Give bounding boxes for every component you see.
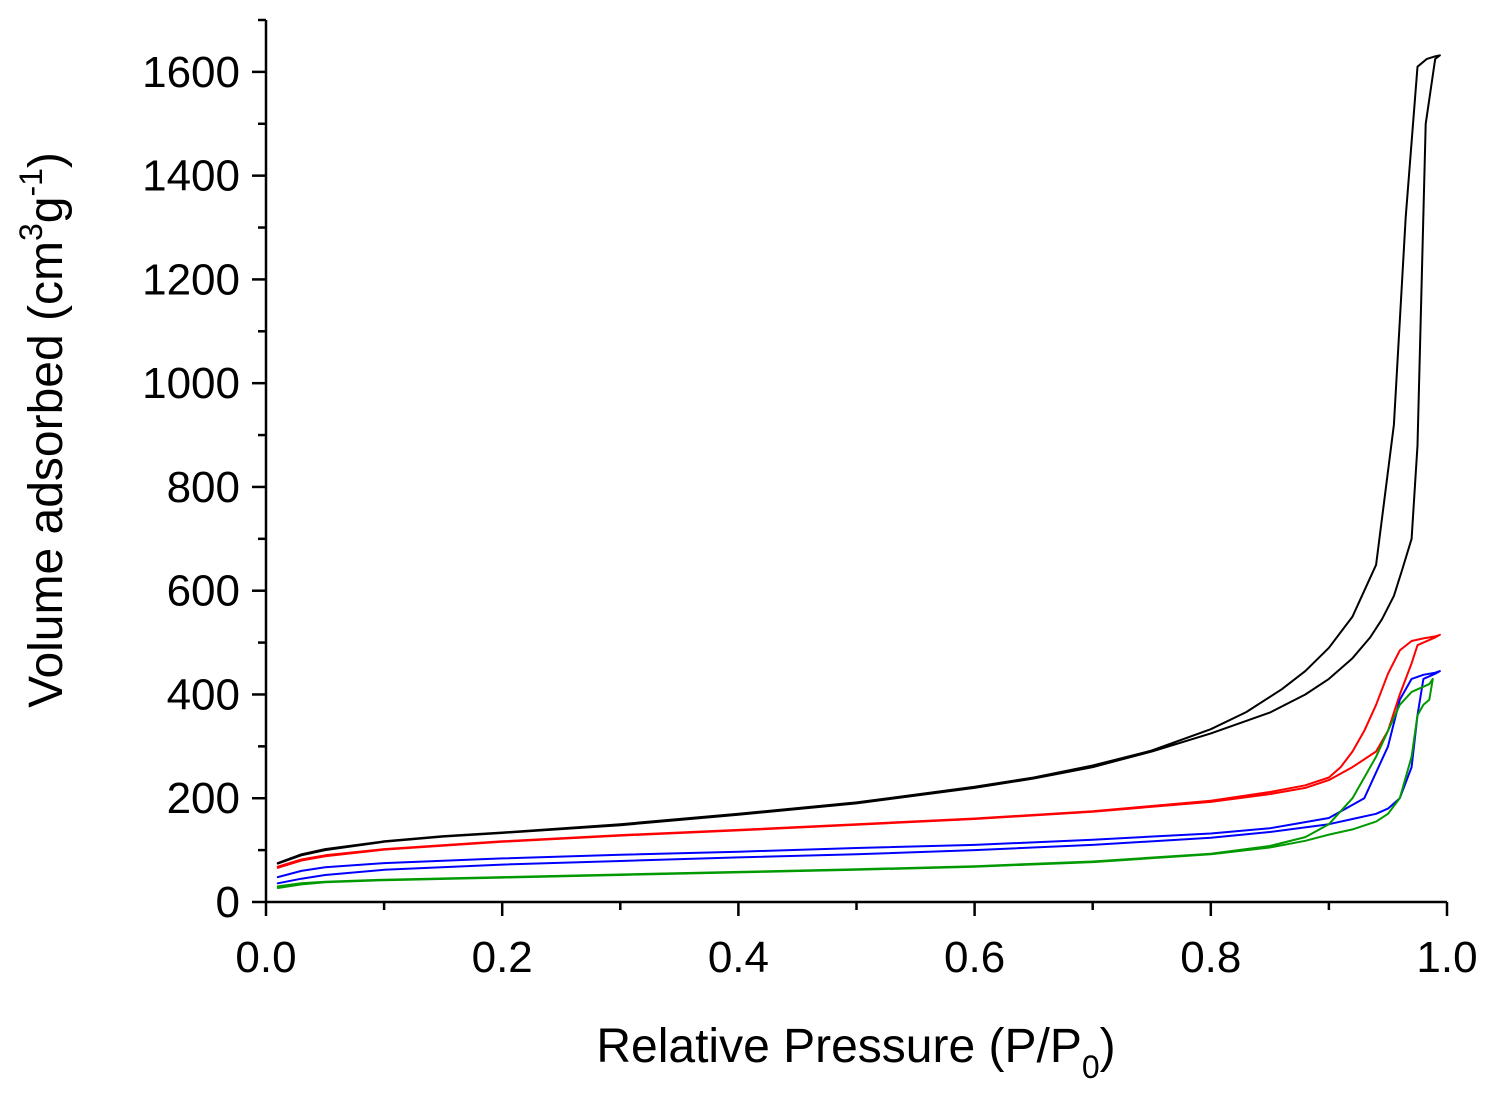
- series-group: [276, 54, 1441, 889]
- y-axis-title: Volume adsorbed (cm3g-1): [13, 152, 73, 708]
- y-tick-label: 1600: [142, 48, 240, 97]
- y-tick-label: 400: [167, 670, 240, 719]
- x-axis-title: Relative Pressure (P/P0): [596, 1020, 1115, 1085]
- axes: [252, 18, 1449, 916]
- x-tick-label: 0.8: [1180, 933, 1241, 982]
- x-tick-label: 0.4: [708, 933, 769, 982]
- x-axis-title-end: ): [1100, 1020, 1116, 1073]
- x-axis-title-main: Relative Pressure (P/P: [596, 1020, 1082, 1073]
- y-tick-label: 1200: [142, 255, 240, 304]
- y-axis-title-mid: g: [20, 197, 73, 224]
- x-tick-label: 0.2: [472, 933, 533, 982]
- y-axis-title-end: ): [20, 152, 73, 168]
- y-tick-label: 200: [167, 774, 240, 823]
- x-tick-label: 1.0: [1416, 933, 1477, 982]
- series-line-black: [276, 54, 1441, 865]
- x-tick-label: 0.6: [944, 933, 1005, 982]
- y-tick-label: 0: [216, 878, 240, 927]
- series-line-green: [276, 677, 1434, 889]
- x-axis-title-sub: 0: [1082, 1049, 1100, 1085]
- y-tick-label: 1000: [142, 359, 240, 408]
- x-tick-label: 0.0: [235, 933, 296, 982]
- y-tick-label: 600: [167, 567, 240, 616]
- tick-labels: 0.0 0.2 0.4 0.6 0.8 1.0 0 200 400 600 800 1000 1200 1…: [142, 48, 1477, 982]
- y-tick-label: 800: [167, 463, 240, 512]
- y-axis-title-sup1: 3: [13, 223, 49, 241]
- series-line-red: [276, 633, 1441, 869]
- series-line-blue: [276, 670, 1441, 885]
- y-axis-title-sup2: -1: [13, 168, 49, 196]
- y-axis-title-main: Volume adsorbed (cm: [20, 241, 73, 708]
- y-tick-label: 1400: [142, 152, 240, 201]
